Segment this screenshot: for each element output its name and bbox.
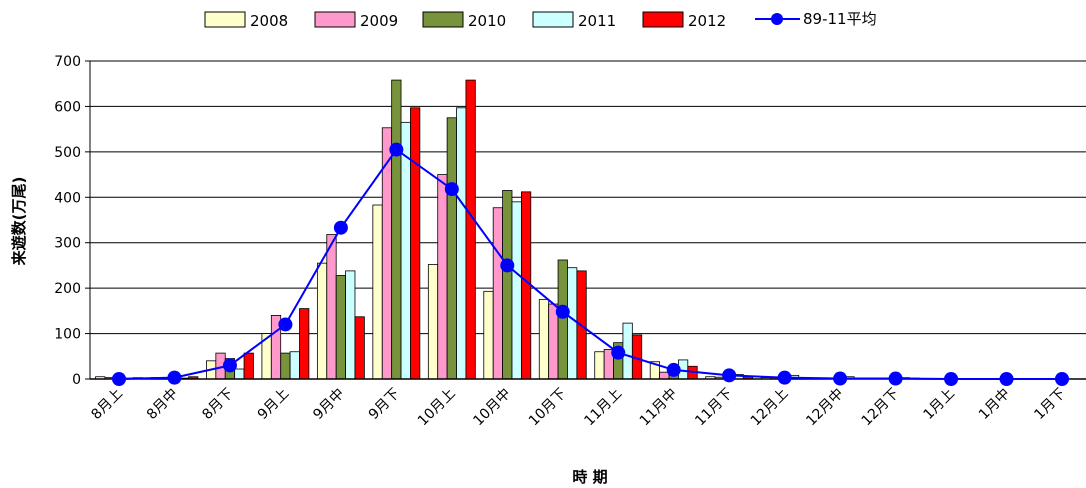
- line-point: [777, 370, 792, 385]
- bar: [299, 308, 310, 380]
- x-tick-label: 10月中: [470, 386, 514, 430]
- line-point: [666, 362, 681, 377]
- y-tick-label: 0: [72, 372, 81, 388]
- legend-label: 2012: [688, 12, 726, 30]
- y-axis-title: 来遊数(万尾): [10, 177, 28, 267]
- legend-label: 89-11平均: [803, 10, 877, 28]
- y-tick-label: 500: [54, 145, 81, 161]
- bar: [243, 352, 254, 380]
- line-point: [555, 304, 570, 319]
- x-tick-label: 9月下: [366, 386, 403, 423]
- y-tick-label: 100: [54, 327, 81, 343]
- average-line: [112, 142, 1069, 386]
- line-point: [389, 142, 404, 157]
- x-tick-label: 12月下: [859, 386, 903, 430]
- series-line: [118, 148, 1062, 380]
- x-tick-label: 12月上: [748, 386, 792, 430]
- bar: [289, 351, 300, 380]
- x-axis: 8月上 8月中 8月下 9月上 9月中 9月下 10月上 10月中 10月下 11月上 11月中 11…: [88, 378, 1086, 430]
- line-point: [278, 317, 293, 332]
- bars: [95, 79, 920, 380]
- legend-label: 2010: [468, 12, 506, 30]
- y-tick-label: 600: [54, 99, 81, 115]
- x-tick-label: 12月中: [803, 386, 847, 430]
- bar: [567, 267, 578, 380]
- bar: [372, 204, 383, 380]
- line-point: [222, 358, 237, 373]
- line-point: [722, 368, 737, 383]
- bar: [234, 368, 245, 380]
- line-point: [1055, 372, 1069, 386]
- x-tick-label: 10月上: [415, 386, 459, 430]
- bar: [456, 107, 467, 380]
- bar: [280, 352, 291, 380]
- bar: [326, 234, 337, 380]
- bar: [520, 191, 532, 380]
- bar: [511, 201, 522, 380]
- y-tick-label: 700: [54, 54, 81, 70]
- legend-swatch: [642, 11, 684, 28]
- bar: [465, 79, 476, 380]
- legend-swatch: [204, 11, 246, 28]
- x-tick-label: 11月中: [637, 386, 681, 430]
- x-tick-label: 11月上: [581, 386, 625, 430]
- bar: [446, 117, 457, 380]
- legend-label: 2011: [578, 12, 616, 30]
- line-point: [888, 371, 903, 386]
- bar: [391, 79, 402, 380]
- y-tick-label: 200: [54, 281, 81, 297]
- x-tick-label: 8月下: [199, 386, 236, 423]
- line-point: [112, 372, 126, 386]
- y-tick-label: 300: [54, 236, 81, 252]
- bar: [548, 303, 559, 380]
- x-tick-label: 8月中: [144, 386, 181, 423]
- bar: [492, 207, 503, 380]
- bar: [483, 290, 494, 380]
- bar: [594, 351, 605, 380]
- line-point: [444, 182, 459, 197]
- line-point: [833, 371, 848, 386]
- bar: [437, 174, 448, 380]
- x-tick-label: 9月中: [310, 386, 347, 423]
- bar: [400, 121, 411, 380]
- x-axis-title: 時 期: [572, 468, 607, 486]
- line-point: [999, 372, 1014, 386]
- bar: [381, 127, 393, 380]
- line-point: [944, 372, 959, 386]
- x-tick-label: 1月上: [920, 386, 957, 423]
- bar: [427, 264, 439, 380]
- legend: 2008 2009 2010 2011 2012 89-11平均: [204, 10, 877, 30]
- x-tick-label: 10月下: [526, 386, 570, 430]
- line-point: [167, 370, 182, 385]
- bar: [502, 190, 513, 380]
- x-tick-label: 8月上: [88, 386, 125, 423]
- legend-swatch: [532, 11, 574, 28]
- x-tick-label: 11月下: [692, 386, 736, 430]
- bar: [354, 316, 365, 380]
- x-tick-label: 1月中: [976, 386, 1013, 423]
- bar: [557, 259, 568, 380]
- bar: [335, 275, 346, 380]
- line-point: [500, 258, 515, 273]
- bar: [345, 270, 356, 380]
- y-tick-label: 400: [54, 190, 81, 206]
- legend-line-marker: [771, 13, 783, 25]
- bar: [410, 107, 421, 380]
- y-axis: 0 100 200 300 400 500 600 700: [54, 54, 1086, 388]
- bar: [538, 299, 550, 380]
- x-tick-label: 1月下: [1031, 386, 1068, 423]
- line-point: [611, 345, 626, 360]
- line-point: [333, 220, 348, 235]
- legend-swatch: [422, 11, 464, 28]
- legend-label: 2009: [360, 12, 398, 30]
- legend-label: 2008: [250, 12, 288, 30]
- bar: [316, 262, 328, 380]
- legend-swatch: [314, 11, 356, 28]
- x-tick-label: 9月上: [255, 386, 292, 423]
